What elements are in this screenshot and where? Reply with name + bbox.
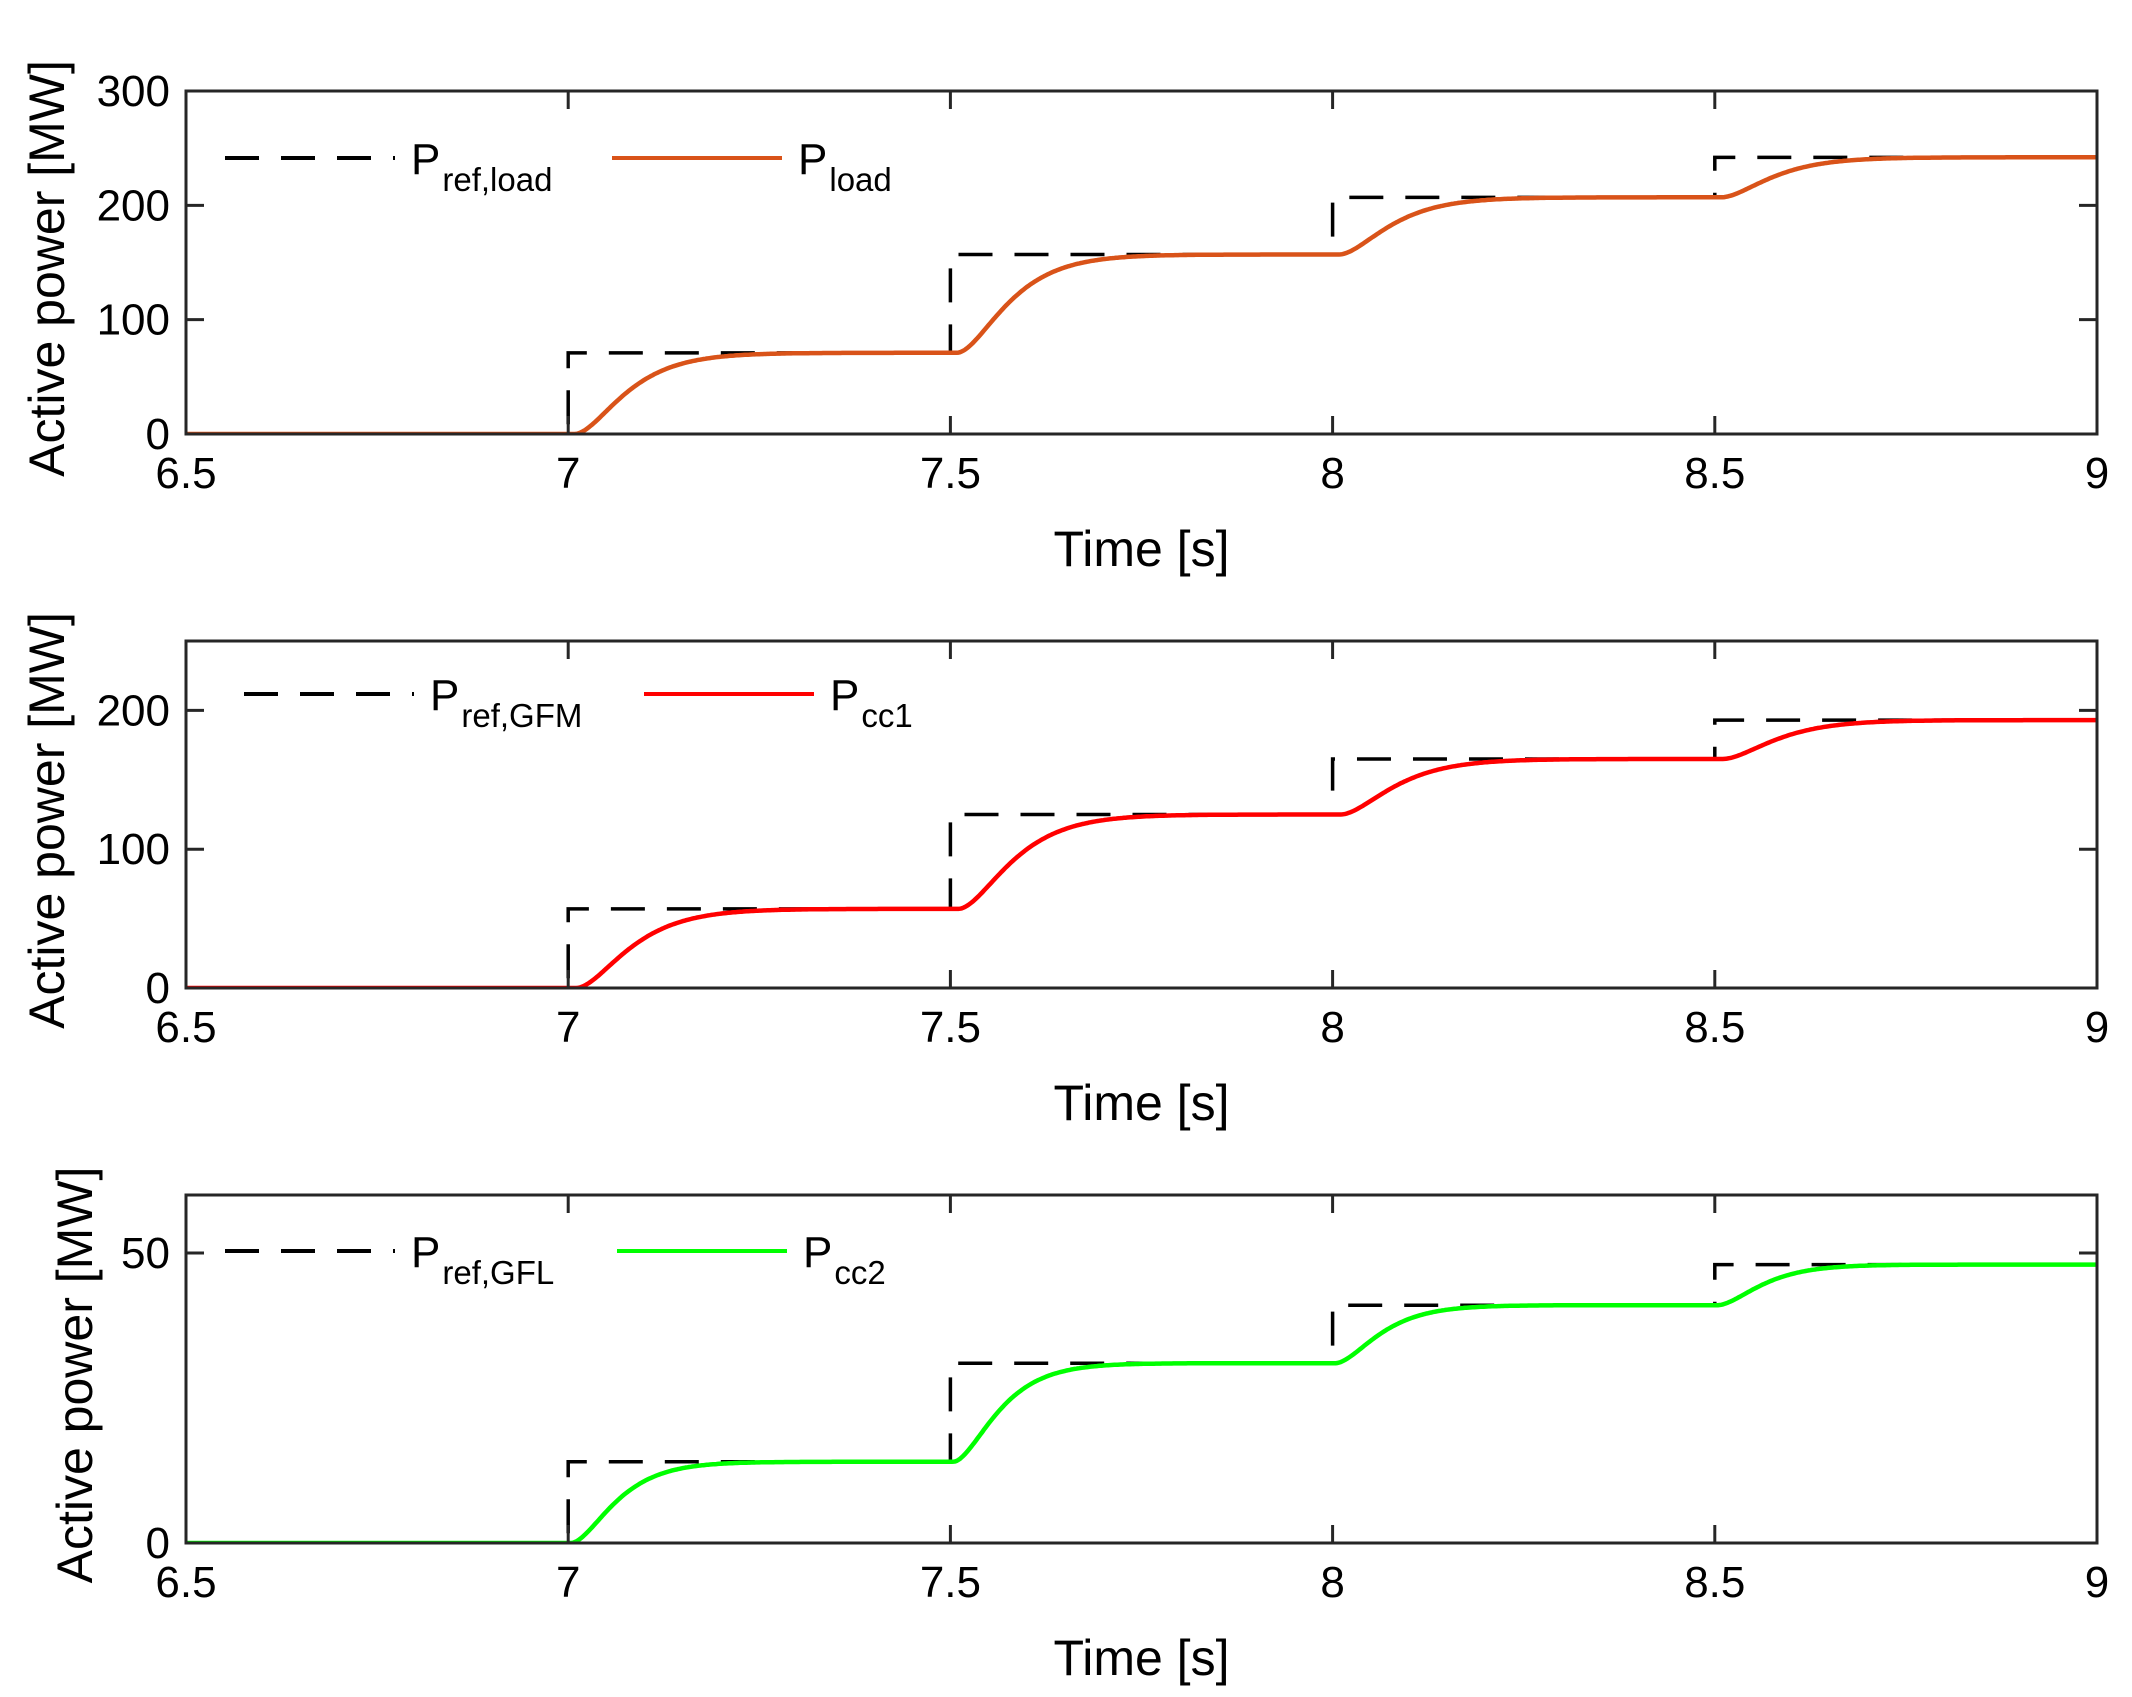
legend-label: Pcc2 [803,1228,886,1291]
y-tick-label: 200 [97,181,170,230]
series-response-line [186,1262,2097,1543]
plot-area [186,717,2097,988]
legend-label-subscript: ref,load [442,161,552,198]
x-tick-label: 9 [2085,449,2109,498]
plot-area [186,1262,2097,1543]
y-tick-label: 0 [146,410,170,459]
axes-frame [184,639,2099,990]
x-axis-label: Time [s] [1054,1075,1230,1131]
x-tick-label: 7.5 [920,1003,981,1052]
legend-label-subscript: ref,GFM [461,697,582,734]
legend-label-subscript: ref,GFL [442,1254,554,1291]
y-tick-label: 200 [97,686,170,735]
x-tick-label: 9 [2085,1003,2109,1052]
x-tick-label: 8.5 [1684,1558,1745,1607]
legend-label: Pcc1 [830,671,913,734]
axes-frame [184,89,2099,436]
legend-label-main: P [830,671,859,720]
legend-entry: Pcc2 [617,1228,886,1291]
subplot-2: 6.5 7 7.5 8 8.5 9 0 100 200 Time [s] Active power … [19,612,2109,1131]
x-tick-label: 9 [2085,1558,2109,1607]
legend: Pref,GFM Pcc1 [244,671,913,734]
legend-label-main: P [411,135,440,184]
legend-entry: Pload [612,135,892,198]
legend-label-subscript: cc2 [834,1254,885,1291]
x-tick-label: 7 [556,1558,580,1607]
x-tick-label: 7 [556,1003,580,1052]
legend-entry: Pref,GFL [225,1228,554,1291]
x-tick-label: 8 [1320,1558,1344,1607]
x-tick-label: 8.5 [1684,1003,1745,1052]
legend-label: Pref,load [411,135,552,198]
legend-entry: Pref,GFM [244,671,582,734]
y-axis-label: Active power [MW] [19,60,75,477]
x-tick-label: 6.5 [155,1558,216,1607]
legend-label: Pref,GFL [411,1228,554,1291]
legend-label: Pref,GFM [430,671,582,734]
y-tick-label: 0 [146,964,170,1013]
legend-label-main: P [798,135,827,184]
x-tick-label: 7.5 [920,1558,981,1607]
x-tick-label: 8 [1320,449,1344,498]
x-axis-label: Time [s] [1054,521,1230,577]
x-tick-label: 6.5 [155,1003,216,1052]
legend-label-subscript: load [829,161,891,198]
legend-label: Pload [798,135,892,198]
legend-entry: Pref,load [225,135,552,198]
y-tick-label: 0 [146,1519,170,1568]
legend: Pref,load Pload [225,135,892,198]
plot-area [186,155,2097,434]
legend-label-main: P [411,1228,440,1277]
legend: Pref,GFL Pcc2 [225,1228,886,1291]
y-axis-label: Active power [MW] [47,1167,103,1584]
x-tick-label: 8 [1320,1003,1344,1052]
x-tick-label: 7 [556,449,580,498]
axes-frame [184,1193,2099,1545]
legend-label-subscript: cc1 [861,697,912,734]
y-tick-label: 100 [97,825,170,874]
legend-entry: Pcc1 [644,671,913,734]
series-response-line [186,155,2097,434]
y-axis-label: Active power [MW] [19,612,75,1029]
x-tick-label: 7.5 [920,449,981,498]
subplot-3: 6.5 7 7.5 8 8.5 9 0 50 Time [s] Active power [MW]… [47,1167,2109,1686]
x-axis-label: Time [s] [1054,1630,1230,1686]
y-tick-label: 300 [97,67,170,116]
y-tick-label: 50 [121,1229,170,1278]
legend-label-main: P [803,1228,832,1277]
legend-label-main: P [430,671,459,720]
y-tick-label: 100 [97,296,170,345]
x-tick-label: 8.5 [1684,449,1745,498]
subplot-1: 6.5 7 7.5 8 8.5 9 0 100 200 300 Time [s] Active pow… [19,60,2109,577]
series-response-line [186,717,2097,988]
x-tick-label: 6.5 [155,449,216,498]
